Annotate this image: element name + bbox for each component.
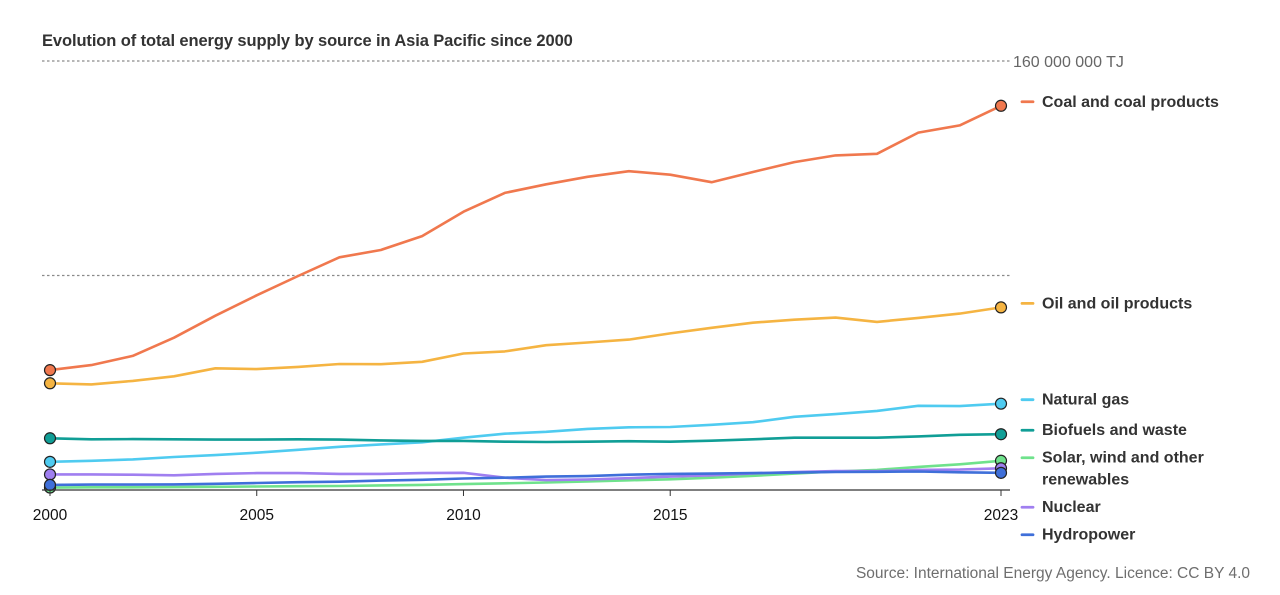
legend-label-nuclear: Nuclear [1042,499,1101,516]
chart-title: Evolution of total energy supply by sour… [42,32,573,50]
y-max-label: 160 000 000 TJ [1013,54,1124,71]
start-marker-biofuels-and-waste [43,432,57,445]
gridlines: 160 000 000 TJ [42,54,1124,277]
legend: Coal and coal products Oil and oil produc… [1020,94,1219,544]
series-line-coal-and-coal-products [48,104,1003,372]
x-tick-label-2010: 2010 [446,507,481,524]
end-marker-coal-and-coal-products [994,99,1008,112]
series-line-biofuels-and-waste [48,432,1003,444]
end-marker-oil-and-oil-products [994,301,1008,314]
start-marker-hydropower [43,478,57,492]
start-marker-coal-and-coal-products [43,364,57,377]
start-marker-natural-gas [43,455,57,468]
x-tick-label-2000: 2000 [33,507,68,524]
end-marker-biofuels-and-waste [994,428,1008,441]
legend-label-solar-wind-and-other-renewables-line-2: renewables [1042,472,1129,489]
end-marker-natural-gas [994,397,1008,410]
series-line-hydropower [48,470,1003,487]
start-marker-nuclear [43,468,57,481]
series-line-natural-gas [48,402,1003,464]
series-lines [48,104,1003,489]
x-tick-label-2023: 2023 [984,507,1018,524]
x-tick-label-2015: 2015 [653,507,687,524]
start-marker-oil-and-oil-products [43,377,57,390]
source-note: Source: International Energy Agency. Lic… [855,565,1250,582]
legend-label-coal-and-coal-products: Coal and coal products [1042,94,1219,111]
x-axis: 2000 2005 2010 2015 2023 [33,489,1018,524]
legend-label-natural-gas: Natural gas [1042,392,1129,409]
legend-label-biofuels-and-waste: Biofuels and waste [1042,422,1187,439]
x-tick-label-2005: 2005 [239,507,273,524]
legend-label-solar-wind-and-other-renewables-line-1: Solar, wind and other [1042,450,1204,467]
end-marker-hydropower [994,466,1008,479]
legend-label-oil-and-oil-products: Oil and oil products [1042,295,1192,312]
series-markers [43,99,1008,494]
series-line-oil-and-oil-products [48,306,1003,386]
legend-label-hydropower: Hydropower [1042,527,1135,544]
